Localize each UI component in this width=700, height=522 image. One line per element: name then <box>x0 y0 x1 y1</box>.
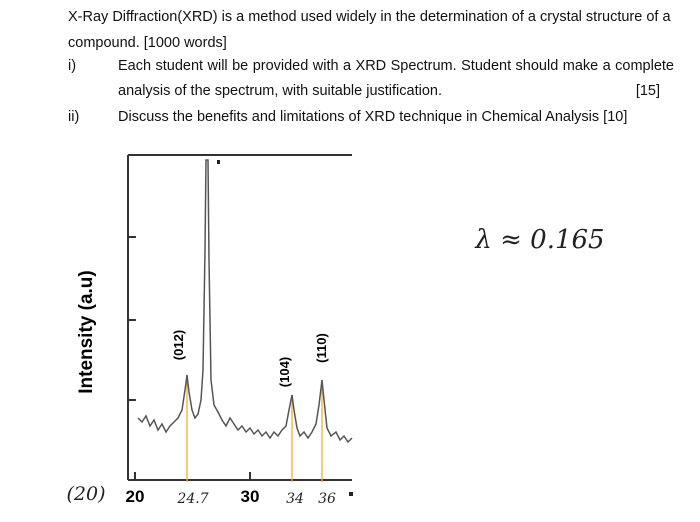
item-marks: [15] <box>635 83 660 99</box>
item-number: i) <box>68 58 77 74</box>
peak-label: (104) <box>277 357 292 387</box>
spectrum <box>137 159 353 444</box>
handwritten-note: λ ≈ 0.165 <box>474 225 604 255</box>
y-axis-label: Intensity (a.u) <box>76 270 97 394</box>
marker <box>349 492 353 496</box>
handwritten-note: 36 <box>318 491 336 507</box>
handwritten-note: 24.7 <box>176 491 208 507</box>
x-tick-label: 20 <box>126 487 145 506</box>
question-item: i) Each student will be provided with a … <box>68 54 674 104</box>
question-item: ii) Discuss the benefits and limitations… <box>68 105 674 130</box>
peak-label: (110) <box>314 333 329 363</box>
item-number: ii) <box>68 109 80 125</box>
axis-ticks <box>128 236 251 480</box>
marker <box>217 160 220 164</box>
item-text: Discuss the benefits and limitations of … <box>118 109 628 125</box>
peak-label: (012) <box>171 330 186 360</box>
x-tick-label: 30 <box>241 487 260 506</box>
handwritten-note: (20) <box>66 483 105 505</box>
item-text: Each student will be provided with a XRD… <box>118 58 674 99</box>
handwritten-note: 34 <box>286 491 304 507</box>
peak-guides <box>186 375 323 482</box>
intro-text: X-Ray Diffraction(XRD) is a method used … <box>68 9 671 51</box>
